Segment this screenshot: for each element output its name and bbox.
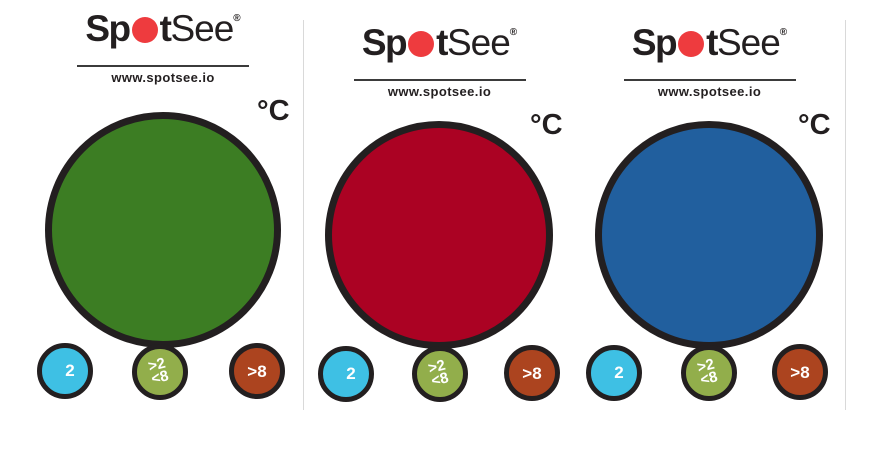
website-url: www.spotsee.io xyxy=(387,84,492,99)
legend-circle-2-to-8: >2 <8 xyxy=(412,346,468,402)
celsius-unit-label: °C xyxy=(798,109,831,141)
legend-label-above-8: >8 xyxy=(790,362,810,382)
registered-mark: ® xyxy=(779,27,788,38)
celsius-unit-label: °C xyxy=(257,95,290,127)
spotsee-logo: Sp tSee® xyxy=(18,10,308,47)
legend-label-below-2: 2 xyxy=(614,362,624,382)
legend-label-below-2: 2 xyxy=(346,363,356,383)
legend-label-lt8: <8 xyxy=(149,367,171,388)
logo-text-t: t xyxy=(436,22,448,63)
legend-circle-above-8: >8 xyxy=(504,345,560,401)
label-panel-red: Sp tSee® www.spotsee.io °C 2 >2 <8 >8 xyxy=(303,0,576,454)
legend-circle-below-2: 2 xyxy=(318,346,374,402)
legend-label-above-8: >8 xyxy=(247,361,267,381)
registered-mark: ® xyxy=(509,27,518,38)
legend-circle-2-to-8: >2 <8 xyxy=(681,345,737,401)
logo-underline xyxy=(353,79,526,81)
website-url: www.spotsee.io xyxy=(111,70,215,85)
legend-label-lt8: <8 xyxy=(429,369,451,390)
logo-underline xyxy=(77,65,249,67)
legend-label-above-8: >8 xyxy=(522,363,542,383)
logo-text-sp: Sp xyxy=(361,22,408,63)
legend-label-lt8: <8 xyxy=(698,368,720,389)
logo-text-t: t xyxy=(706,22,718,63)
logo-text-sp: Sp xyxy=(85,8,131,49)
spotsee-logo: Sp tSee® xyxy=(303,24,576,61)
temperature-indicator-circle xyxy=(595,121,823,349)
legend-circle-2-to-8: >2 <8 xyxy=(132,344,188,400)
logo-text-see: See xyxy=(716,22,781,63)
logo-text-see: See xyxy=(446,22,511,63)
logo-red-dot-icon xyxy=(678,31,705,57)
logo-text-see: See xyxy=(170,8,234,49)
logo-red-dot-icon xyxy=(131,17,158,43)
logo-red-dot-icon xyxy=(408,31,435,57)
label-panel-green: Sp tSee® www.spotsee.io °C 2 >2 <8 >8 xyxy=(18,0,308,454)
temperature-indicator-circle xyxy=(325,121,553,349)
logo-underline xyxy=(623,79,796,81)
legend-circle-above-8: >8 xyxy=(229,343,285,399)
website-url: www.spotsee.io xyxy=(657,84,762,99)
spotsee-logo: Sp tSee® xyxy=(573,24,846,61)
label-panel-blue: Sp tSee® www.spotsee.io °C 2 >2 <8 >8 xyxy=(573,0,846,454)
legend-label-below-2: 2 xyxy=(65,360,75,380)
logo-text-sp: Sp xyxy=(631,22,678,63)
temperature-indicator-circle xyxy=(45,112,281,348)
panel-divider-right xyxy=(845,20,846,410)
legend-circle-below-2: 2 xyxy=(586,345,642,401)
celsius-unit-label: °C xyxy=(530,109,563,141)
legend-circle-above-8: >8 xyxy=(772,344,828,400)
panel-divider-left xyxy=(303,20,304,410)
registered-mark: ® xyxy=(233,13,241,24)
logo-text-t: t xyxy=(159,8,172,49)
legend-circle-below-2: 2 xyxy=(37,343,93,399)
